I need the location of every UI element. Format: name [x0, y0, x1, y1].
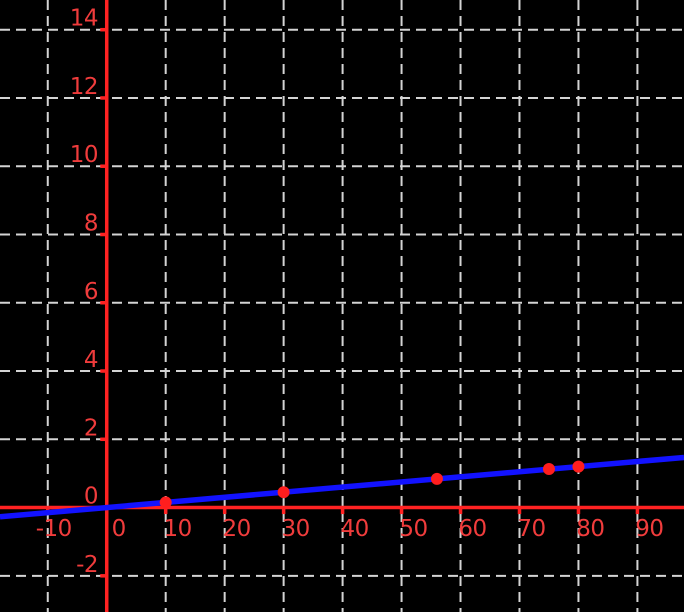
data-point — [542, 462, 555, 475]
y-tick-label: 10 — [70, 142, 98, 168]
x-tick-label: 90 — [635, 516, 663, 542]
x-tick-label: 60 — [458, 516, 486, 542]
y-tick-label: 2 — [84, 415, 98, 441]
x-tick-label: 70 — [517, 516, 545, 542]
data-point — [572, 460, 585, 473]
y-tick-label: 12 — [70, 74, 98, 100]
y-tick-label: -2 — [76, 552, 98, 578]
x-tick-label: 30 — [281, 516, 309, 542]
y-tick-label: 14 — [70, 6, 98, 32]
x-tick-label: 80 — [576, 516, 604, 542]
data-point — [430, 472, 443, 485]
data-point — [159, 496, 172, 509]
y-tick-label: 0 — [84, 484, 98, 510]
y-tick-label: 6 — [84, 279, 98, 305]
y-tick-label: 4 — [84, 347, 98, 373]
x-tick-label: 10 — [164, 516, 192, 542]
y-tick-label: 8 — [84, 210, 98, 236]
x-tick-label: -10 — [36, 516, 72, 542]
x-tick-label: 40 — [340, 516, 368, 542]
x-tick-label: 50 — [399, 516, 427, 542]
x-tick-label: 0 — [112, 516, 126, 542]
x-tick-label: 20 — [223, 516, 251, 542]
data-point — [277, 486, 290, 499]
fit-line — [0, 454, 684, 520]
